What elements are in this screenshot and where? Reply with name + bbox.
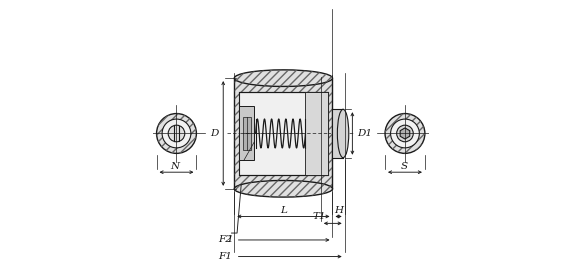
Text: F2: F2	[218, 235, 232, 244]
Bar	[235, 78, 332, 189]
Bar	[332, 109, 343, 158]
Ellipse shape	[235, 70, 332, 86]
Text: D: D	[210, 129, 218, 138]
Circle shape	[162, 119, 191, 148]
Bar	[239, 92, 328, 175]
Polygon shape	[400, 128, 410, 139]
Ellipse shape	[338, 109, 349, 158]
Text: L: L	[280, 206, 287, 215]
Text: D1: D1	[357, 129, 372, 138]
Bar	[306, 92, 328, 175]
Circle shape	[168, 125, 184, 142]
Bar	[239, 106, 254, 160]
Bar	[235, 78, 332, 189]
Circle shape	[385, 113, 425, 153]
Text: H: H	[334, 206, 343, 215]
Text: T1: T1	[313, 212, 326, 221]
Text: S: S	[400, 162, 408, 171]
Text: F1: F1	[218, 252, 232, 261]
Text: N: N	[170, 162, 179, 171]
Circle shape	[397, 125, 413, 142]
Text: 1: 1	[226, 235, 233, 244]
Circle shape	[157, 113, 196, 153]
Circle shape	[391, 119, 420, 148]
Bar	[243, 117, 251, 150]
Ellipse shape	[235, 180, 332, 197]
